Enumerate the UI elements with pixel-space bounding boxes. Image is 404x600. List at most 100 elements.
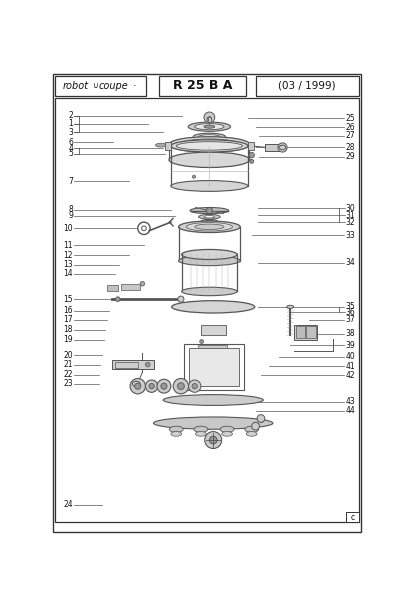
Circle shape [135,383,141,389]
Text: 35: 35 [346,302,356,311]
Circle shape [204,112,215,123]
Ellipse shape [156,143,166,147]
Text: 22: 22 [63,370,73,379]
Circle shape [157,379,171,393]
Ellipse shape [199,214,220,219]
Text: 42: 42 [346,371,355,380]
Circle shape [177,383,184,389]
Circle shape [173,379,189,394]
Ellipse shape [179,139,240,150]
Text: 24: 24 [63,500,73,509]
Ellipse shape [169,137,250,152]
Ellipse shape [189,223,229,230]
Ellipse shape [182,287,237,296]
Circle shape [178,296,184,302]
Text: 33: 33 [346,231,356,240]
Ellipse shape [195,224,224,229]
Ellipse shape [196,431,206,436]
Polygon shape [163,307,263,399]
Ellipse shape [171,431,182,436]
Ellipse shape [179,256,240,266]
Text: 9: 9 [68,211,73,220]
Text: 26: 26 [346,123,355,132]
Text: 19: 19 [63,335,73,344]
Ellipse shape [169,152,250,167]
Text: 30: 30 [346,204,356,213]
Text: (03 / 1999): (03 / 1999) [278,81,336,91]
Ellipse shape [258,418,264,422]
Ellipse shape [169,426,183,433]
Polygon shape [93,286,154,303]
Text: 6: 6 [68,137,73,146]
Ellipse shape [131,382,145,391]
Text: 1: 1 [68,119,73,128]
Circle shape [205,431,222,449]
Ellipse shape [280,145,286,150]
Ellipse shape [133,381,140,386]
Bar [107,284,118,292]
Text: 20: 20 [63,351,73,360]
Polygon shape [154,140,168,151]
Text: 39: 39 [346,341,356,350]
Text: 5: 5 [68,149,73,158]
Bar [265,145,279,151]
Bar [248,142,254,150]
Ellipse shape [196,142,223,147]
Circle shape [140,281,145,286]
Text: 29: 29 [346,152,355,161]
Circle shape [161,383,167,389]
Bar [256,76,359,96]
Circle shape [189,380,201,392]
Ellipse shape [171,140,248,152]
Ellipse shape [186,223,232,231]
Polygon shape [148,307,172,399]
Text: ∪: ∪ [92,82,97,91]
Text: 32: 32 [346,218,355,227]
Text: 37: 37 [346,316,356,325]
Bar [208,118,211,122]
Text: 41: 41 [346,362,355,371]
Ellipse shape [146,382,157,390]
Text: 34: 34 [346,259,356,268]
Ellipse shape [202,141,216,145]
Ellipse shape [199,225,220,229]
Text: 27: 27 [346,131,355,140]
Text: 25: 25 [346,113,355,122]
Bar [296,326,305,338]
Ellipse shape [182,221,237,232]
Ellipse shape [172,301,255,313]
Polygon shape [154,400,273,423]
Circle shape [250,160,254,163]
Text: 18: 18 [63,325,73,334]
Ellipse shape [193,133,225,140]
Text: 43: 43 [346,397,356,406]
Ellipse shape [245,426,259,433]
Text: coupe: coupe [98,81,128,91]
Text: R 25 B A: R 25 B A [173,79,232,92]
Bar [198,346,227,353]
Ellipse shape [176,142,242,150]
Ellipse shape [204,125,215,128]
Bar [115,362,138,368]
Ellipse shape [205,220,214,223]
Circle shape [149,383,154,389]
Text: 44: 44 [346,406,356,415]
Ellipse shape [182,250,237,259]
Circle shape [215,357,219,360]
Text: 31: 31 [346,211,355,220]
Text: 4: 4 [68,144,73,153]
Ellipse shape [194,426,208,433]
Text: 7: 7 [68,177,73,186]
Ellipse shape [188,122,231,131]
Text: 2: 2 [68,112,73,121]
Ellipse shape [222,431,232,436]
Text: 12: 12 [63,251,73,260]
Circle shape [209,436,217,444]
Ellipse shape [158,382,170,391]
Circle shape [145,380,158,392]
Ellipse shape [195,124,224,130]
Circle shape [249,152,255,158]
Bar [55,76,146,96]
Ellipse shape [201,220,218,223]
Text: 28: 28 [346,143,355,152]
